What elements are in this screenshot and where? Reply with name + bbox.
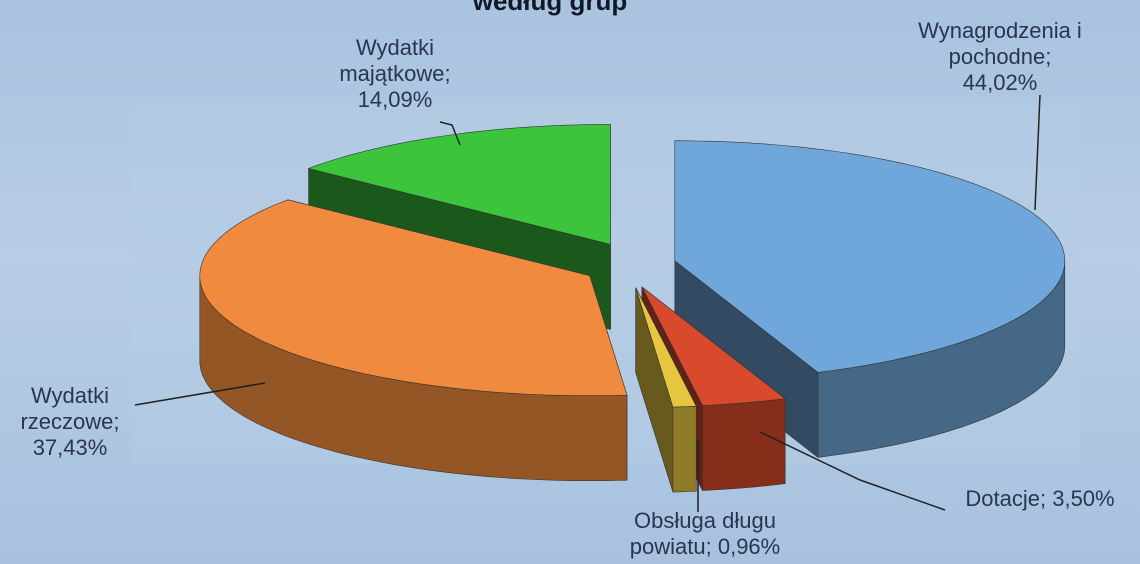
category-label: Dotacje;	[965, 486, 1047, 511]
slice-label: Wynagrodzenia i pochodne; 44,02%	[900, 18, 1100, 96]
category-label: Obsługa długu powiatu;	[629, 508, 776, 559]
category-label: Wynagrodzenia i pochodne;	[918, 18, 1082, 69]
slice-label: Obsługa długu powiatu; 0,96%	[610, 508, 800, 560]
slice-label: Dotacje; 3,50%	[935, 486, 1140, 512]
value-label: 44,02%	[962, 70, 1038, 95]
value-label: 37,43%	[32, 435, 108, 460]
slice	[199, 199, 628, 481]
leader-lines	[134, 94, 1041, 512]
category-label: Wydatki majątkowe;	[339, 35, 451, 86]
slice-top	[674, 140, 1066, 373]
pie	[199, 124, 1066, 493]
slice	[674, 140, 1066, 458]
chart-title: według grup	[472, 0, 628, 16]
leader-line	[1034, 94, 1041, 211]
slice-top	[199, 199, 628, 396]
leader-line	[759, 431, 946, 511]
slice	[635, 287, 697, 493]
category-label: Wydatki rzeczowe;	[20, 383, 120, 434]
slice-label: Wydatki rzeczowe; 37,43%	[0, 383, 140, 461]
value-label: 14,09%	[357, 87, 433, 112]
slice-side	[672, 405, 697, 493]
value-label: 3,50%	[1052, 486, 1115, 511]
slice-top	[641, 286, 786, 406]
slice-top	[307, 124, 611, 245]
leader-line	[439, 121, 461, 146]
slice-label: Wydatki majątkowe; 14,09%	[315, 35, 475, 113]
slice-top	[635, 287, 697, 408]
value-label: 0,96%	[717, 534, 781, 559]
leader-line	[134, 382, 266, 406]
slice-side	[702, 398, 786, 491]
